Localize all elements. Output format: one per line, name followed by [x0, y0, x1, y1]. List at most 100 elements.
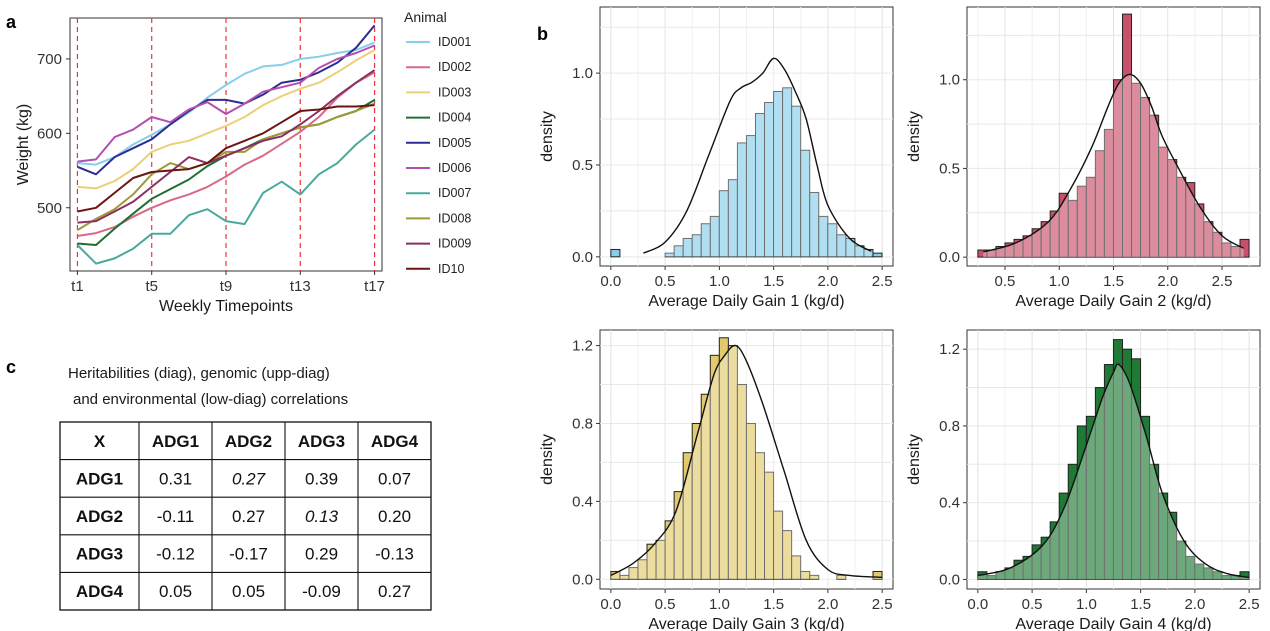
y-tick-label: 1.0 [572, 65, 593, 82]
legend-entry: ID001 [438, 35, 471, 49]
series-line-id007 [76, 128, 376, 265]
table-cell: -0.09 [302, 582, 341, 601]
x-tick-label: 2.5 [1239, 596, 1260, 613]
x-tick-label: 2.5 [872, 273, 893, 290]
y-axis-title: density [906, 434, 923, 485]
density-area [643, 58, 872, 257]
table-cell: 0.05 [232, 582, 265, 601]
x-tick-label: 1.5 [763, 273, 784, 290]
legend-entry: ID006 [438, 161, 471, 175]
x-tick-label: 0.5 [1022, 596, 1043, 613]
x-tick-label: 0.5 [655, 273, 676, 290]
adg1-histogram: 0.0 0.5 1.0 0.0 0.5 1.0 1.5 2.0 2.5 Average Daily… [539, 6, 894, 310]
weight-line-chart: 500 600 700 t1 t5 t9 t13 t17 Weekly Timepoints We… [15, 9, 471, 315]
x-tick-label: 0.0 [600, 273, 621, 290]
x-tick-label: 2.5 [1212, 273, 1233, 290]
x-tick-label: 1.0 [1076, 596, 1097, 613]
table-cell: 0.31 [159, 469, 192, 488]
table-cell: 0.05 [159, 582, 192, 601]
panel-label-c: c [6, 357, 16, 377]
histogram-bar [872, 252, 883, 258]
y-tick-label: 0.0 [939, 249, 960, 266]
density-curve [977, 363, 1250, 579]
y-tick-label: 0.4 [572, 493, 593, 510]
table-cell: -0.13 [375, 545, 414, 564]
x-axis-title: Average Daily Gain 2 (kg/d) [1015, 293, 1211, 310]
y-tick-label: 500 [37, 200, 62, 217]
table-cell: 0.27 [378, 582, 411, 601]
legend-entry: ID007 [438, 186, 471, 200]
x-tick-label: 2.0 [1157, 273, 1178, 290]
table-cell: 0.13 [305, 507, 339, 526]
table-row-header: ADG3 [76, 545, 123, 564]
y-tick-label: 1.2 [939, 341, 960, 358]
density-curve [643, 57, 872, 254]
table-header-cell: X [94, 432, 106, 451]
x-axis-title: Weekly Timepoints [159, 298, 293, 315]
x-tick-label: t5 [145, 278, 158, 295]
table-header-cell: ADG3 [298, 432, 345, 451]
x-tick-label: t1 [71, 278, 84, 295]
adg4-histogram: 0.0 0.4 0.8 1.2 0.0 0.5 1.0 1.5 2.0 2.5 Average Da… [906, 329, 1261, 631]
legend-entry: ID003 [438, 85, 471, 99]
table-cell: 0.27 [232, 507, 265, 526]
x-tick-label: 2.0 [817, 596, 838, 613]
x-tick-label: 1.0 [1049, 273, 1070, 290]
y-tick-label: 0.0 [572, 571, 593, 588]
y-tick-label: 1.0 [939, 72, 960, 89]
panel-label-a: a [6, 12, 17, 32]
table-cell: 0.39 [305, 469, 338, 488]
table-title-line2: and environmental (low-diag) correlation… [73, 391, 348, 408]
histogram-bar [782, 530, 793, 580]
table-header-cell: ADG1 [152, 432, 199, 451]
table-row-header: ADG4 [76, 582, 124, 601]
x-tick-label: 0.0 [967, 596, 988, 613]
series-line-id008 [76, 102, 375, 231]
legend-entry: ID005 [438, 136, 471, 150]
histogram-bar [791, 555, 802, 580]
x-tick-label: 1.5 [1103, 273, 1124, 290]
y-axis-title: density [906, 111, 923, 162]
x-axis-title: Average Daily Gain 4 (kg/d) [1015, 616, 1211, 631]
legend-entry: ID002 [438, 60, 471, 74]
x-tick-label: t13 [290, 278, 311, 295]
series-line-id002 [77, 71, 376, 237]
legend-entry: ID10 [438, 262, 464, 276]
x-tick-label: 2.0 [1184, 596, 1205, 613]
table-cell: 0.27 [232, 469, 266, 488]
histogram-bar [1239, 238, 1250, 258]
density-area [610, 345, 883, 580]
series-line-id10 [77, 104, 375, 213]
density-curve [610, 344, 883, 578]
legend-entry: ID008 [438, 211, 471, 225]
legend-title: Animal [404, 9, 447, 25]
series-line-id009 [77, 69, 376, 224]
table-row-header: ADG2 [76, 507, 123, 526]
density-area [977, 364, 1250, 580]
adg3-histogram: 0.0 0.4 0.8 1.2 0.0 0.5 1.0 1.5 2.0 2.5 Average Da… [539, 329, 894, 631]
series-line-id003 [77, 49, 376, 190]
legend-entry: ID004 [438, 111, 471, 125]
table-cell: 0.20 [378, 507, 411, 526]
table-cell: 0.07 [378, 469, 411, 488]
legend-entry: ID009 [438, 237, 471, 251]
table-title-line1: Heritabilities (diag), genomic (upp-diag… [68, 365, 330, 382]
x-tick-label: 2.0 [817, 273, 838, 290]
y-axis-title: density [539, 111, 556, 162]
table-grid: X ADG1 ADG2 ADG3 ADG4 ADG1 0.31 0.27 0.39 0.07 ADG… [59, 421, 432, 611]
table-cell: -0.11 [157, 507, 195, 526]
y-tick-label: 0.0 [572, 249, 593, 266]
y-tick-label: 0.5 [572, 157, 593, 174]
histogram-bar [836, 574, 847, 580]
y-tick-label: 0.8 [939, 418, 960, 435]
x-tick-label: 0.5 [655, 596, 676, 613]
density-area [983, 74, 1244, 258]
table-cell: -0.12 [156, 545, 195, 564]
x-tick-label: t9 [220, 278, 233, 295]
histogram-bar [809, 574, 820, 580]
y-tick-label: 1.2 [572, 338, 593, 355]
x-tick-label: 1.5 [763, 596, 784, 613]
x-tick-label: 0.5 [995, 273, 1016, 290]
